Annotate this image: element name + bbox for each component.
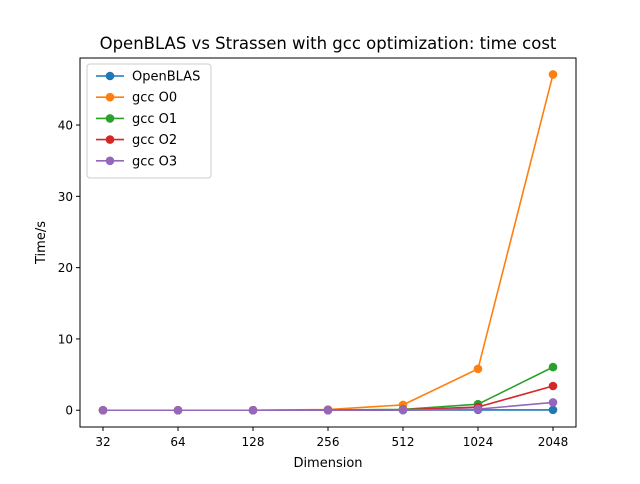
x-tick-label: 2048 bbox=[538, 435, 569, 449]
legend-label: gcc O0 bbox=[132, 91, 177, 106]
x-tick-label: 512 bbox=[392, 435, 415, 449]
legend-marker bbox=[106, 135, 115, 144]
data-point bbox=[99, 406, 108, 415]
data-point bbox=[474, 365, 483, 374]
y-tick-label: 30 bbox=[58, 190, 73, 204]
y-tick-label: 0 bbox=[65, 404, 73, 418]
data-point bbox=[474, 405, 483, 414]
data-point bbox=[324, 406, 333, 415]
chart-title: OpenBLAS vs Strassen with gcc optimizati… bbox=[100, 34, 557, 53]
y-axis-label: Time/s bbox=[34, 221, 49, 265]
x-tick-label: 64 bbox=[170, 435, 185, 449]
legend-marker bbox=[106, 157, 115, 166]
legend-marker bbox=[106, 93, 115, 102]
legend-marker bbox=[106, 72, 115, 81]
data-point bbox=[549, 363, 558, 372]
legend-label: gcc O2 bbox=[132, 133, 177, 148]
x-tick-label: 32 bbox=[95, 435, 110, 449]
legend-marker bbox=[106, 114, 115, 123]
legend-label: OpenBLAS bbox=[132, 70, 200, 85]
x-tick-label: 128 bbox=[242, 435, 265, 449]
data-point bbox=[399, 406, 408, 415]
x-tick-label: 256 bbox=[317, 435, 340, 449]
y-tick-label: 10 bbox=[58, 332, 73, 346]
y-tick-label: 40 bbox=[58, 119, 73, 133]
data-point bbox=[174, 406, 183, 415]
legend-label: gcc O1 bbox=[132, 112, 177, 127]
data-point bbox=[549, 398, 558, 407]
x-tick-label: 1024 bbox=[463, 435, 494, 449]
legend: OpenBLAS gcc O0 gcc O1 gcc O2 gcc O3 bbox=[87, 64, 211, 178]
legend-label: gcc O3 bbox=[132, 154, 177, 169]
data-point bbox=[549, 70, 558, 79]
x-axis-label: Dimension bbox=[293, 456, 362, 471]
y-tick-label: 20 bbox=[58, 261, 73, 275]
data-point bbox=[549, 382, 558, 391]
data-point bbox=[249, 406, 258, 415]
data-point bbox=[549, 406, 558, 415]
